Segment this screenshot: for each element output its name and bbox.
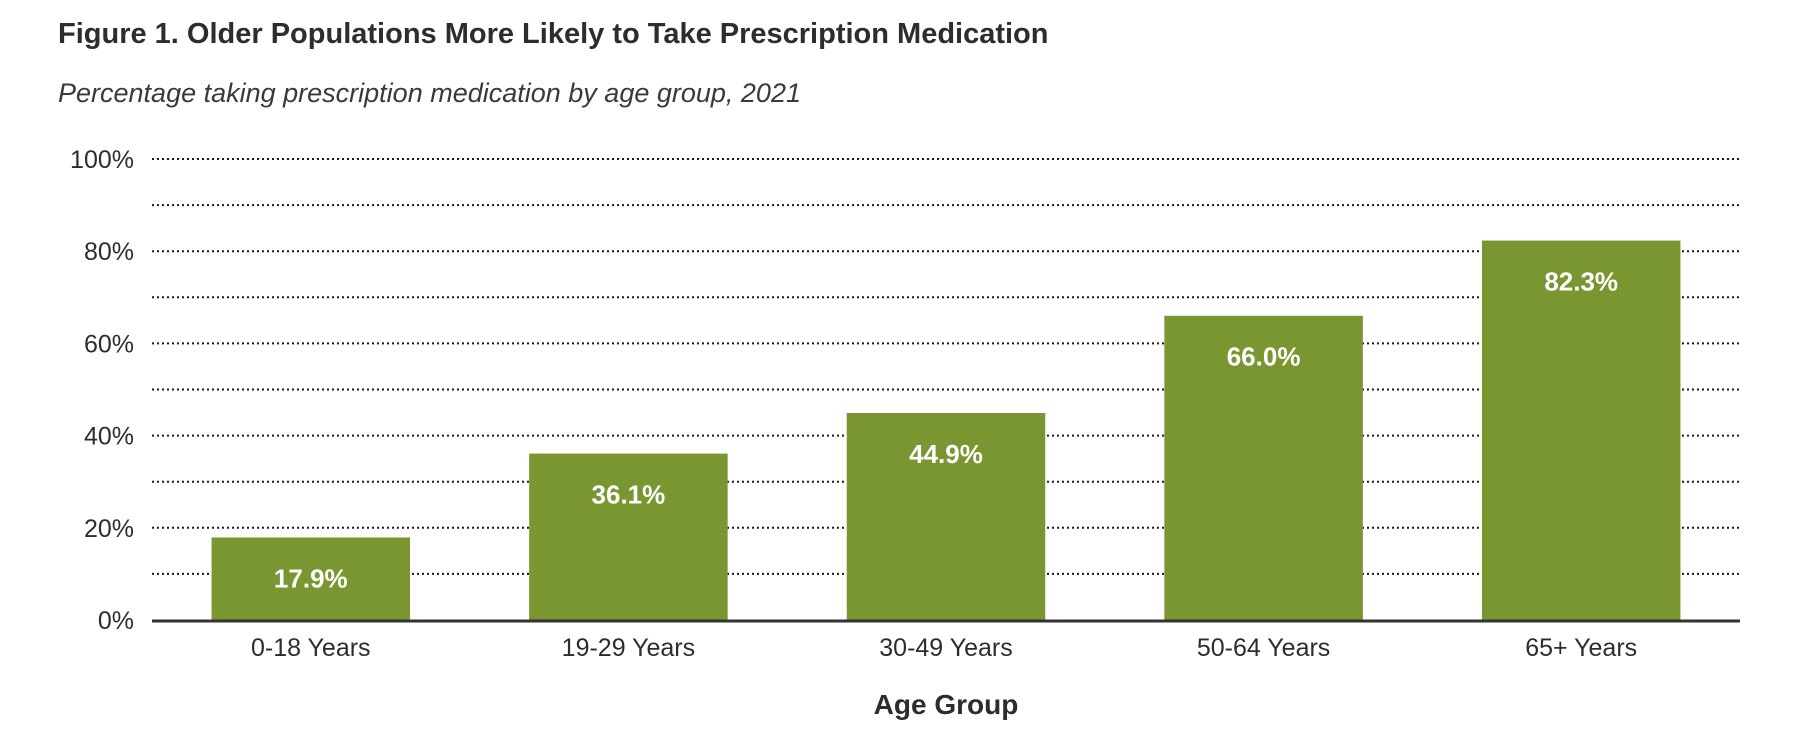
x-category-label: 30-49 Years: [879, 634, 1012, 662]
bar-value-label: 36.1%: [592, 480, 666, 510]
bar-value-label: 82.3%: [1544, 267, 1618, 297]
bar-value-label: 44.9%: [909, 439, 983, 469]
y-tick-label: 100%: [70, 146, 134, 174]
chart-title: Figure 1. Older Populations More Likely …: [58, 18, 1049, 50]
bar-value-label: 17.9%: [274, 563, 348, 593]
x-axis-category-labels: 0-18 Years 19-29 Years 30-49 Years 50-64 Ye…: [251, 634, 1637, 662]
x-axis-title: Age Group: [874, 689, 1019, 720]
y-axis-tick-labels: 0% 20% 40% 60% 80% 100%: [70, 146, 134, 635]
bar-value-label: 66.0%: [1227, 342, 1301, 372]
x-category-label: 50-64 Years: [1197, 634, 1330, 662]
bar-4: [1164, 315, 1363, 620]
bar-value-labels: 17.9% 36.1% 44.9% 66.0% 82.3%: [274, 267, 1618, 594]
bar-1: [211, 537, 411, 620]
chart-subtitle: Percentage taking prescription medicatio…: [58, 78, 801, 108]
y-tick-label: 20%: [84, 515, 134, 543]
y-tick-label: 40%: [84, 423, 134, 451]
bar-5: [1481, 240, 1681, 621]
bar-2: [529, 453, 728, 620]
bar-3: [846, 413, 1046, 620]
y-tick-label: 80%: [84, 238, 134, 266]
y-tick-label: 0%: [98, 607, 134, 635]
y-tick-label: 60%: [84, 330, 134, 358]
x-category-label: 19-29 Years: [562, 634, 695, 662]
bars: [211, 240, 1681, 621]
x-category-label: 65+ Years: [1525, 634, 1637, 662]
x-category-label: 0-18 Years: [251, 634, 371, 662]
